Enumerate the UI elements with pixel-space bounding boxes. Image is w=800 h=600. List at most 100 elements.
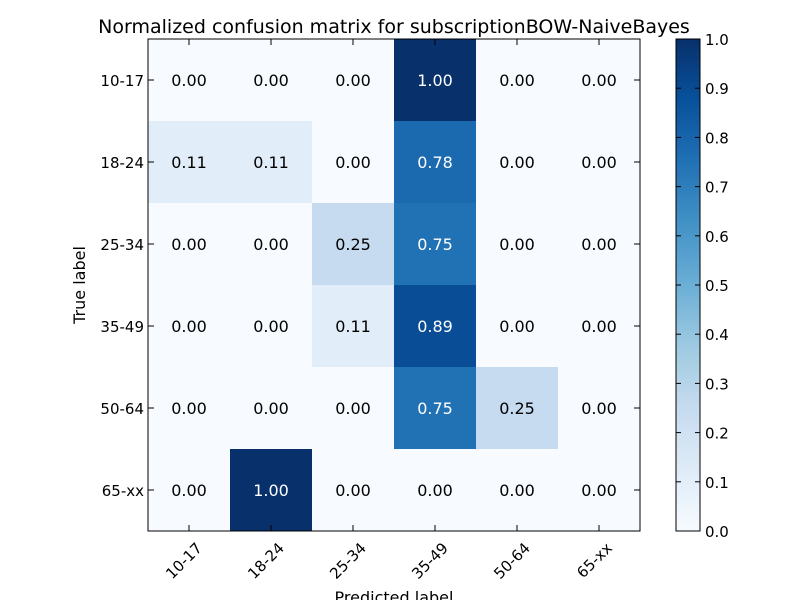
cell-value-label: 0.00 xyxy=(499,71,535,90)
heatmap-cell xyxy=(230,39,313,122)
cell-value-label: 0.00 xyxy=(171,481,207,500)
heatmap-cell xyxy=(312,285,395,368)
cell-value-label: 0.00 xyxy=(335,481,371,500)
cell-value-label: 0.00 xyxy=(253,71,289,90)
heatmap-cell xyxy=(394,285,477,368)
cell-value-label: 0.89 xyxy=(417,317,453,336)
heatmap-cell xyxy=(558,449,641,532)
y-tick-label: 50-64 xyxy=(100,400,144,418)
colorbar-ticks: 0.0 0.1 0.2 0.3 0.4 0.5 0.6 0.7 0.8 0.9 1.0 xyxy=(676,31,729,541)
heatmap-cell xyxy=(394,121,477,204)
cell-value-label: 0.00 xyxy=(581,235,617,254)
colorbar-tick-label: 0.5 xyxy=(705,277,729,295)
y-axis-ticks: 10-17 18-24 25-34 35-49 50-64 65-xx xyxy=(100,72,640,500)
cell-value-label: 0.00 xyxy=(581,317,617,336)
heatmap-cell xyxy=(476,39,559,122)
cell-value-label: 0.00 xyxy=(581,153,617,172)
x-tick-label: 65-xx xyxy=(573,539,616,582)
cell-value-label: 0.78 xyxy=(417,153,453,172)
heatmap-cell xyxy=(394,449,477,532)
cell-value-label: 0.00 xyxy=(581,481,617,500)
cell-value-label: 1.00 xyxy=(417,71,453,90)
cell-value-label: 0.00 xyxy=(253,399,289,418)
y-axis-label: True label xyxy=(70,246,89,325)
colorbar-tick-label: 1.0 xyxy=(705,31,729,49)
heatmap-cell xyxy=(558,121,641,204)
heatmap-cell xyxy=(558,367,641,450)
heatmap-cell xyxy=(476,367,559,450)
heatmap-cell xyxy=(148,203,231,286)
cell-value-label: 1.00 xyxy=(253,481,289,500)
y-tick-label: 65-xx xyxy=(102,482,144,500)
heatmap-cell xyxy=(148,367,231,450)
cell-value-label: 0.75 xyxy=(417,399,453,418)
cell-value-label: 0.00 xyxy=(581,399,617,418)
chart-title: Normalized confusion matrix for subscrip… xyxy=(98,16,690,38)
colorbar-tick-label: 0.2 xyxy=(705,425,729,443)
cell-value-label: 0.25 xyxy=(499,399,535,418)
heatmap-cell xyxy=(148,39,231,122)
heatmap-cell xyxy=(230,203,313,286)
heatmap-cell xyxy=(148,449,231,532)
cell-value-label: 0.00 xyxy=(499,481,535,500)
x-tick-label: 35-49 xyxy=(408,539,452,583)
cell-value-label: 0.11 xyxy=(253,153,289,172)
heatmap-cells xyxy=(148,39,641,532)
cell-value-label: 0.00 xyxy=(171,71,207,90)
cell-value-label: 0.00 xyxy=(499,317,535,336)
cell-value-label: 0.25 xyxy=(335,235,371,254)
colorbar-tick-label: 0.7 xyxy=(705,179,729,197)
cell-value-label: 0.75 xyxy=(417,235,453,254)
cell-value-label: 0.00 xyxy=(499,235,535,254)
x-tick-label: 10-17 xyxy=(162,539,206,583)
x-tick-label: 50-64 xyxy=(490,539,534,583)
cell-value-label: 0.11 xyxy=(335,317,371,336)
heatmap-cell xyxy=(476,203,559,286)
cell-value-label: 0.00 xyxy=(171,399,207,418)
heatmap-cell xyxy=(558,203,641,286)
cell-value-label: 0.00 xyxy=(335,71,371,90)
y-tick-label: 18-24 xyxy=(100,154,144,172)
heatmap-cell xyxy=(558,39,641,122)
x-tick-label: 25-34 xyxy=(326,539,370,583)
colorbar-tick-label: 0.8 xyxy=(705,129,729,147)
heatmap-cell xyxy=(394,367,477,450)
heatmap-cell xyxy=(394,203,477,286)
cell-value-label: 0.00 xyxy=(581,71,617,90)
heatmap-cell xyxy=(312,39,395,122)
heatmap-cell xyxy=(476,121,559,204)
y-tick-label: 10-17 xyxy=(100,72,144,90)
heatmap-cell xyxy=(558,285,641,368)
cell-value-label: 0.00 xyxy=(171,317,207,336)
plot-frame xyxy=(147,38,641,532)
heatmap-cell-labels: 0.00 0.00 0.00 1.00 0.00 0.00 0.11 0.11 0.00 0.78… xyxy=(171,71,617,500)
heatmap-cell xyxy=(312,121,395,204)
x-axis-label: Predicted label xyxy=(335,588,454,600)
cell-value-label: 0.00 xyxy=(499,153,535,172)
cell-value-label: 0.00 xyxy=(335,399,371,418)
heatmap-cell xyxy=(230,367,313,450)
heatmap-cell xyxy=(230,121,313,204)
colorbar-tick-label: 0.0 xyxy=(705,523,729,541)
cell-value-label: 0.00 xyxy=(171,235,207,254)
heatmap-cell xyxy=(230,449,313,532)
heatmap-cell xyxy=(230,285,313,368)
cell-value-label: 0.00 xyxy=(335,153,371,172)
heatmap-cell xyxy=(148,285,231,368)
heatmap-cell xyxy=(312,449,395,532)
heatmap-cell xyxy=(394,39,477,122)
colorbar-tick-label: 0.3 xyxy=(705,375,729,393)
y-tick-label: 25-34 xyxy=(100,236,144,254)
cell-value-label: 0.00 xyxy=(417,481,453,500)
heatmap-cell xyxy=(312,367,395,450)
cell-value-label: 0.11 xyxy=(171,153,207,172)
y-tick-label: 35-49 xyxy=(100,318,144,336)
colorbar-tick-label: 0.4 xyxy=(705,326,729,344)
heatmap-cell xyxy=(476,449,559,532)
cell-value-label: 0.00 xyxy=(253,235,289,254)
heatmap-cell xyxy=(312,203,395,286)
heatmap-cell xyxy=(148,121,231,204)
cell-value-label: 0.00 xyxy=(253,317,289,336)
colorbar-tick-label: 0.1 xyxy=(705,474,729,492)
